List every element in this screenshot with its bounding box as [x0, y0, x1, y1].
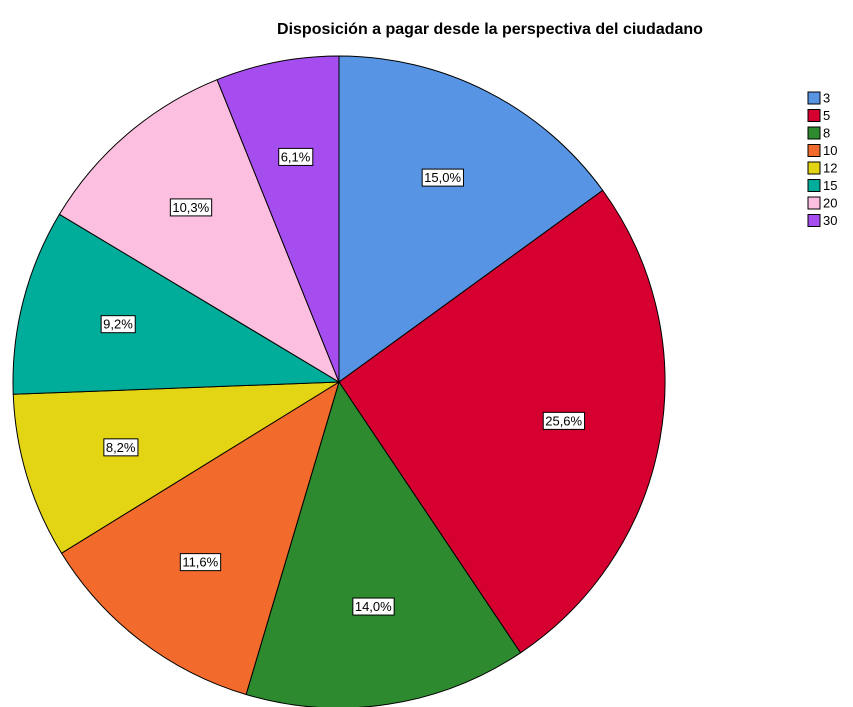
value-label-box [278, 147, 314, 166]
pie-slice [338, 55, 604, 383]
legend-label: 5 [823, 108, 830, 123]
legend-label: 20 [823, 195, 837, 210]
legend-swatch [807, 196, 821, 210]
value-label: 25,6% [545, 413, 582, 428]
value-label-box [352, 597, 395, 616]
value-label-box [421, 168, 464, 187]
legend-swatch [807, 161, 821, 175]
pie-slice [245, 380, 522, 707]
value-label: 8,2% [106, 440, 136, 455]
legend-label: 15 [823, 178, 837, 193]
legend-swatch [807, 109, 821, 122]
value-label-box [179, 553, 222, 572]
chart-title: Disposición a pagar desde la perspectiva… [277, 21, 703, 38]
value-label-box [542, 411, 586, 430]
pie-slice [12, 213, 341, 395]
pie-slice [12, 381, 341, 554]
value-label: 15,0% [424, 170, 461, 185]
legend-swatch [807, 179, 821, 192]
legend-label: 3 [823, 90, 830, 105]
pie-slice [216, 55, 340, 383]
value-label-box [100, 315, 136, 334]
legend-label: 8 [823, 125, 830, 140]
legend-label: 30 [823, 213, 837, 228]
value-label-box [169, 198, 213, 217]
value-label: 9,2% [103, 317, 133, 332]
value-label: 14,0% [355, 599, 392, 614]
legend-label: 10 [823, 143, 837, 158]
pie-slice [60, 380, 340, 696]
value-label: 6,1% [281, 149, 311, 164]
value-label: 10,3% [172, 200, 209, 215]
pie-slice [338, 189, 666, 654]
value-label: 11,6% [182, 555, 218, 570]
pie-slice [58, 79, 341, 384]
legend-swatch [807, 91, 821, 105]
legend-swatch [807, 144, 821, 157]
value-label-box [103, 438, 139, 457]
legend-label: 12 [823, 160, 837, 175]
legend-swatch [807, 126, 821, 140]
legend-swatch [807, 214, 821, 227]
